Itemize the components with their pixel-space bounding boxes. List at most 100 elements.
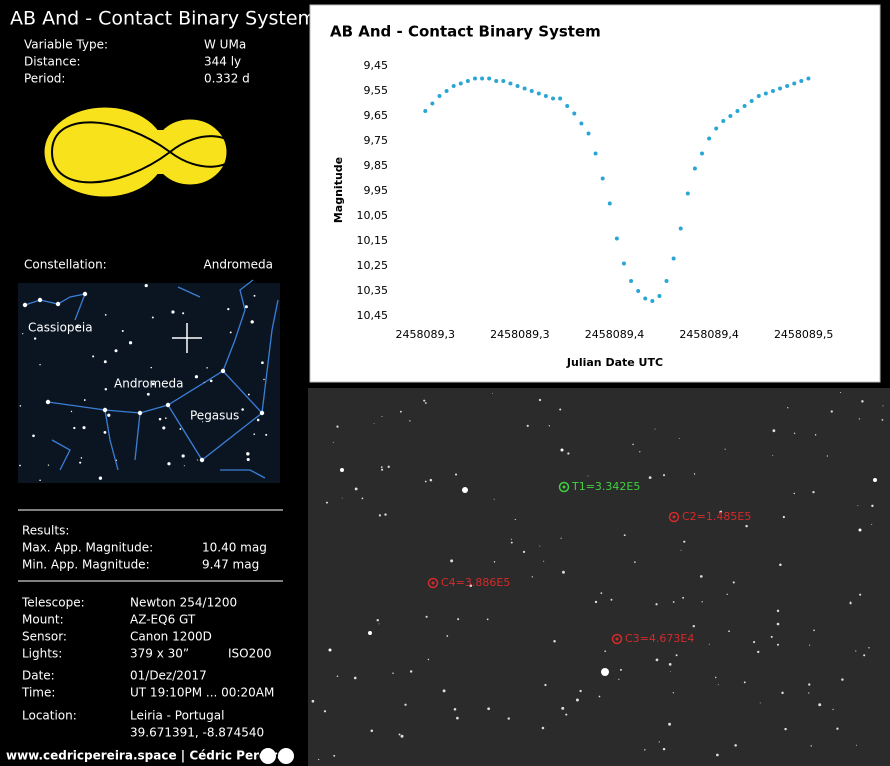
sky-star bbox=[250, 320, 254, 324]
sky-star bbox=[256, 418, 260, 422]
photo-star bbox=[387, 465, 390, 468]
photo-star bbox=[456, 716, 459, 720]
y-tick-label: 10,15 bbox=[357, 234, 389, 247]
sky-star bbox=[82, 426, 86, 430]
photo-star bbox=[429, 478, 433, 482]
sky-star bbox=[83, 399, 86, 401]
photo-star bbox=[368, 631, 372, 635]
photo-label: T1=3.342E5 bbox=[571, 480, 640, 493]
sky-star bbox=[19, 464, 21, 467]
data-point bbox=[536, 91, 541, 96]
sky-star bbox=[263, 378, 265, 381]
photo-star bbox=[340, 468, 344, 472]
photo-star bbox=[856, 744, 857, 746]
photo-star bbox=[719, 510, 723, 514]
data-point bbox=[714, 126, 719, 131]
photo-star bbox=[311, 699, 315, 703]
photo-star bbox=[734, 744, 737, 747]
info-value: W UMa bbox=[204, 38, 246, 52]
x-axis-label: Julian Date UTC bbox=[566, 356, 663, 369]
photo-star bbox=[708, 643, 710, 645]
photo-star bbox=[814, 434, 817, 436]
photo-star bbox=[861, 400, 864, 403]
sky-star bbox=[199, 457, 205, 463]
sky-star bbox=[196, 459, 199, 461]
equipment-label: Mount: bbox=[22, 613, 64, 627]
result-value: 10.40 mag bbox=[202, 541, 267, 555]
sky-star bbox=[98, 476, 103, 480]
sky-star bbox=[203, 382, 205, 384]
photo-star bbox=[486, 618, 489, 621]
sky-star bbox=[22, 333, 24, 335]
photo-star bbox=[699, 575, 703, 578]
data-point bbox=[600, 176, 605, 181]
photo-star bbox=[662, 747, 666, 751]
equipment-value: 39.671391, -8.874540 bbox=[130, 726, 264, 740]
photo-marker bbox=[558, 481, 570, 493]
photo-star bbox=[826, 455, 828, 457]
photo-star bbox=[560, 448, 564, 452]
data-point bbox=[423, 109, 428, 113]
sky-star bbox=[32, 434, 35, 438]
data-point bbox=[522, 86, 527, 91]
photo-star bbox=[714, 676, 717, 679]
equipment-value: 01/Dez/2017 bbox=[130, 669, 207, 683]
photo-star bbox=[701, 601, 703, 603]
photo-star bbox=[818, 703, 822, 707]
x-tick-label: 2458089,3 bbox=[396, 328, 456, 341]
y-tick-label: 9,85 bbox=[364, 159, 389, 172]
photo-star bbox=[392, 672, 394, 675]
sky-star bbox=[103, 360, 107, 364]
data-point bbox=[756, 94, 761, 98]
photo-star bbox=[793, 432, 796, 434]
photo-star bbox=[543, 560, 545, 562]
data-point bbox=[621, 261, 626, 266]
photo-star bbox=[373, 422, 375, 424]
sky-star bbox=[202, 421, 204, 423]
data-point bbox=[636, 289, 641, 293]
photo-star bbox=[871, 523, 873, 525]
photo-star bbox=[336, 675, 339, 677]
photo-star bbox=[787, 407, 789, 409]
photo-star bbox=[793, 492, 796, 495]
photo-star bbox=[772, 454, 774, 456]
photo-star bbox=[728, 630, 730, 633]
results-title: Results: bbox=[22, 524, 69, 538]
target-marker bbox=[172, 323, 202, 353]
photo-star bbox=[453, 707, 457, 711]
photo-star bbox=[648, 476, 652, 480]
photo-star bbox=[325, 501, 328, 504]
data-point bbox=[501, 79, 506, 83]
data-point bbox=[558, 96, 563, 101]
photo-star bbox=[724, 448, 726, 450]
photo-star bbox=[587, 475, 589, 477]
y-tick-label: 9,45 bbox=[364, 59, 389, 72]
equipment-value: UT 19:10PM ... 00:20AM bbox=[130, 686, 274, 700]
photo-star bbox=[716, 753, 719, 757]
sky-star bbox=[206, 367, 208, 369]
data-point bbox=[671, 256, 676, 261]
data-point bbox=[487, 76, 492, 81]
data-point bbox=[437, 94, 442, 98]
sky-star bbox=[144, 283, 148, 288]
constellation-name: Pegasus bbox=[190, 409, 239, 423]
photo-star bbox=[832, 708, 834, 711]
sky-star bbox=[128, 341, 133, 345]
equipment-label: Date: bbox=[22, 669, 55, 683]
sky-star bbox=[39, 364, 41, 366]
sky-star bbox=[73, 426, 76, 430]
sky-star bbox=[158, 417, 162, 421]
y-tick-label: 10,25 bbox=[357, 259, 389, 272]
photo-star bbox=[522, 550, 526, 553]
y-tick-label: 9,95 bbox=[364, 184, 389, 197]
photo-star bbox=[678, 437, 680, 439]
photo-star bbox=[683, 540, 686, 543]
sky-star bbox=[82, 291, 88, 297]
photo-star bbox=[457, 618, 460, 621]
photo-star bbox=[743, 681, 746, 684]
photo-star bbox=[561, 706, 565, 710]
page-title: AB And - Contact Binary System bbox=[10, 8, 316, 30]
x-tick-label: 2458089,4 bbox=[679, 328, 739, 341]
stars bbox=[311, 391, 884, 761]
